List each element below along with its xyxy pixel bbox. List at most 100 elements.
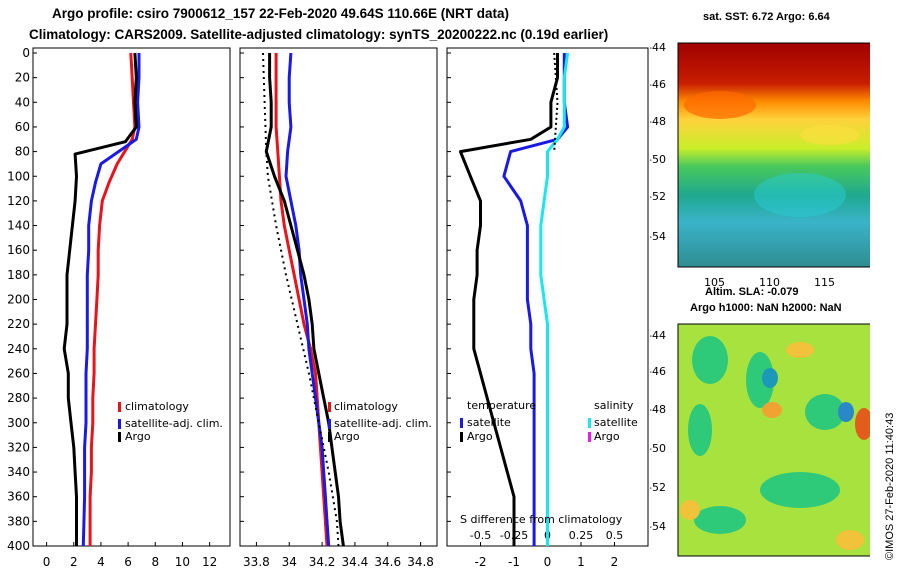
lat-tick: -44 — [650, 329, 666, 342]
sla-eddy — [694, 506, 746, 534]
depth-tick-label: 240 — [7, 342, 30, 356]
depth-tick-label: 160 — [7, 243, 30, 257]
lat-tick: -48 — [650, 115, 666, 128]
depth-tick-label: 380 — [7, 514, 30, 528]
imos-watermark: ©IMOS 27-Feb-2020 11:40:43 — [884, 412, 896, 560]
s-tick-label: 0.5 — [606, 529, 624, 542]
series-line-temperature-argo — [458, 53, 559, 546]
depth-tick-label: 260 — [7, 366, 30, 380]
legend-swatch-sal-satellite — [588, 418, 591, 428]
legend-swatch-argo — [118, 432, 121, 442]
sla-eddy — [692, 336, 728, 384]
depth-tick-label: 0 — [22, 46, 30, 60]
sla-map-frame — [677, 323, 870, 557]
legend-swatch-satellite — [118, 419, 121, 429]
legend-salinity-header: salinity — [594, 399, 634, 412]
depth-tick-label: 280 — [7, 391, 30, 405]
lon-tick: 115 — [814, 276, 835, 289]
sst-field — [678, 43, 870, 267]
sla-eddy — [855, 408, 870, 440]
lat-tick: -54 — [650, 520, 666, 533]
sla-map: -44 -46 -48 -50 -52 -54 — [650, 323, 870, 557]
depth-tick-label: 200 — [7, 293, 30, 307]
legend-swatch-climatology — [118, 402, 121, 412]
legend-argo-label: Argo — [125, 430, 151, 443]
legend-temp-satellite-label: satellite — [467, 416, 511, 429]
depth-tick-label: 340 — [7, 465, 30, 479]
lat-tick: -48 — [650, 403, 666, 416]
sla-eddy — [746, 352, 774, 408]
lat-tick: -50 — [650, 153, 666, 166]
depth-tick-label: 140 — [7, 219, 30, 233]
lat-tick: -44 — [650, 41, 666, 54]
sla-eddy — [760, 472, 840, 508]
sla-map-title-1: Altim. SLA: -0.079 — [705, 286, 799, 298]
title-line-2: Climatology: CARS2009. Satellite-adjuste… — [29, 27, 609, 42]
series-line-argo — [62, 52, 138, 546]
x-tick-label: 10 — [175, 555, 190, 569]
lat-tick: -52 — [650, 481, 666, 494]
x-tick-label: 34.2 — [309, 555, 336, 569]
series-line-salinity-satellite — [539, 52, 570, 546]
legend-temp-argo-label: Argo — [467, 430, 493, 443]
x-tick-label: -1 — [508, 555, 520, 569]
series-line-zero-reference — [553, 52, 559, 152]
sla-eddy — [786, 342, 814, 358]
temperature-panel-frame — [32, 47, 231, 547]
lat-tick: -46 — [650, 365, 666, 378]
lat-tick: -52 — [650, 190, 666, 203]
series-line-argo-reference — [262, 52, 340, 547]
title-line-1: Argo profile: csiro 7900612_157 22-Feb-2… — [52, 6, 509, 21]
lat-tick: -50 — [650, 442, 666, 455]
salinity-panel-frame — [239, 47, 438, 547]
legend-swatch-temp-argo — [460, 432, 463, 442]
lon-tick: 110 — [759, 276, 780, 289]
depth-tick-label: 220 — [7, 317, 30, 331]
depth-tick-label: 180 — [7, 268, 30, 282]
x-tick-label: -2 — [475, 555, 487, 569]
legend-satellite-label: satellite-adj. clim. — [125, 417, 223, 430]
difference-legend: temperature satellite Argo salinity sate… — [460, 399, 638, 526]
sst-front-patch — [800, 125, 860, 145]
sst-map: -44 -46 -48 -50 -52 -54 105 110 115 — [650, 41, 870, 289]
lat-tick: -54 — [650, 230, 666, 243]
series-line-argo — [264, 53, 345, 547]
legend-climatology-label: climatology — [334, 400, 398, 413]
sla-eddy — [805, 394, 845, 430]
x-tick-label: 34.8 — [407, 555, 434, 569]
x-tick-label: 6 — [124, 555, 132, 569]
sla-eddy — [762, 368, 778, 388]
x-tick-label: 34.4 — [342, 555, 369, 569]
lon-tick: 105 — [704, 276, 725, 289]
sla-eddy — [688, 404, 712, 456]
x-tick-label: 0 — [43, 555, 51, 569]
depth-tick-label: 320 — [7, 440, 30, 454]
legend-sal-argo-label: Argo — [594, 430, 620, 443]
x-tick-label: 34 — [282, 555, 297, 569]
x-tick-label: 1 — [577, 555, 585, 569]
x-tick-label: 34.6 — [374, 555, 401, 569]
legend-climatology-label: climatology — [125, 400, 189, 413]
legend-swatch-sal-argo — [588, 432, 591, 442]
s-difference-label: S difference from climatology — [460, 513, 623, 526]
depth-tick-label: 400 — [7, 539, 30, 553]
x-tick-label: 0 — [544, 555, 552, 569]
x-tick-label: 12 — [202, 555, 217, 569]
sst-cool-patch — [754, 173, 846, 217]
sla-eddy — [762, 402, 782, 418]
legend-temperature-header: temperature — [467, 399, 536, 412]
x-tick-label: 4 — [97, 555, 105, 569]
series-line-climatology — [274, 53, 329, 547]
legend-swatch-argo — [328, 432, 331, 442]
depth-tick-label: 300 — [7, 416, 30, 430]
depth-tick-label: 60 — [15, 120, 30, 134]
x-tick-label: 2 — [70, 555, 78, 569]
s-tick-label: -0.5 — [470, 529, 491, 542]
depth-tick-label: 80 — [15, 145, 30, 159]
x-tick-label: 2 — [611, 555, 619, 569]
depth-tick-label: 20 — [15, 71, 30, 85]
legend-sal-satellite-label: satellite — [594, 416, 638, 429]
legend-swatch-climatology — [328, 402, 331, 412]
sst-warm-patch — [684, 91, 756, 119]
